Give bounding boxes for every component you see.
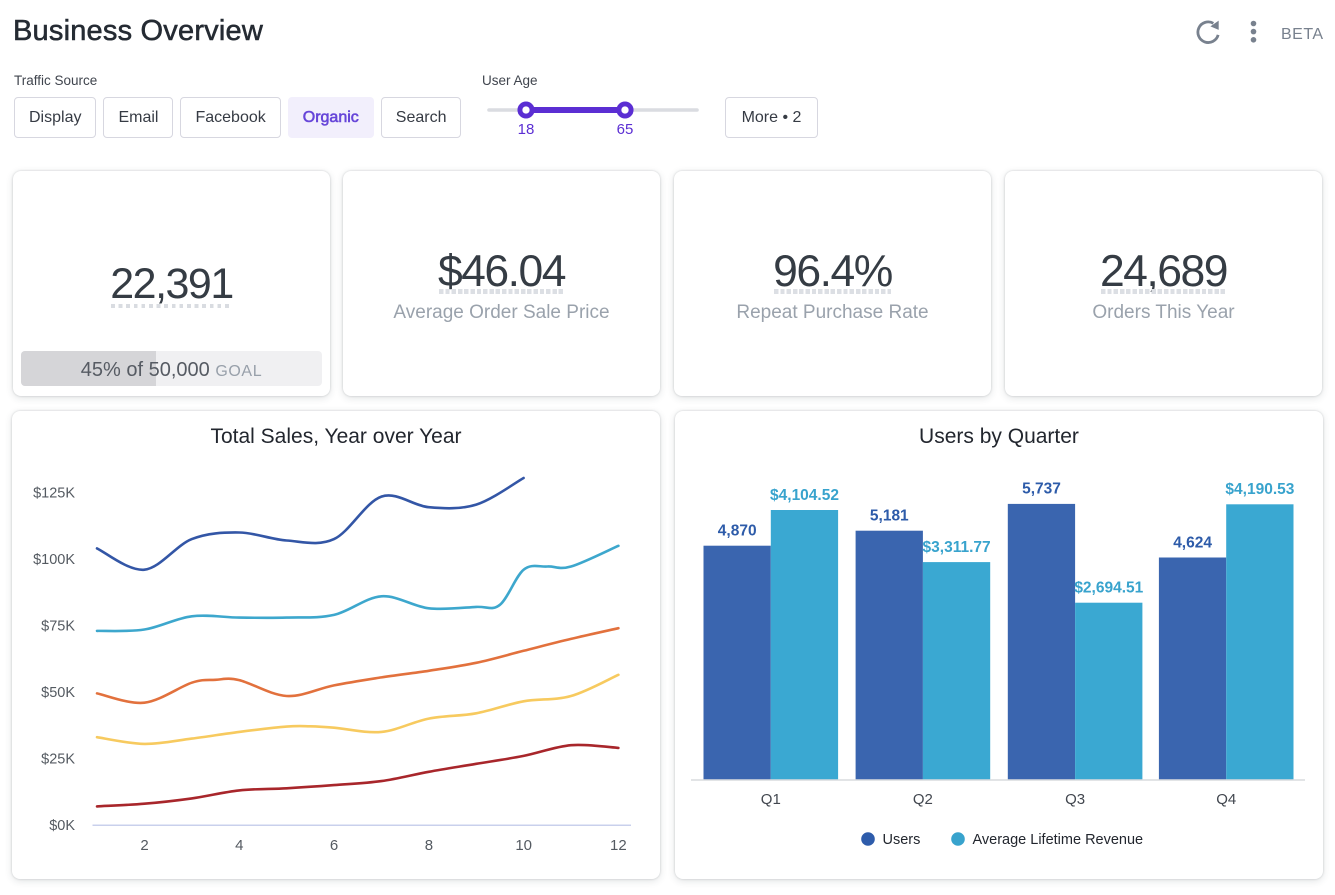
svg-text:Q4: Q4: [1216, 791, 1236, 808]
svg-text:4,624: 4,624: [1173, 534, 1212, 551]
svg-text:$25K: $25K: [41, 752, 75, 768]
svg-text:4: 4: [235, 837, 243, 854]
svg-text:$50K: $50K: [41, 685, 75, 701]
svg-text:2: 2: [140, 837, 148, 854]
svg-text:Average Lifetime Revenue: Average Lifetime Revenue: [973, 832, 1144, 848]
svg-text:6: 6: [330, 837, 338, 854]
svg-text:$2,694.51: $2,694.51: [1074, 580, 1143, 597]
svg-text:18: 18: [518, 121, 535, 138]
svg-text:$3,311.77: $3,311.77: [923, 539, 991, 556]
svg-text:$75K: $75K: [41, 619, 75, 635]
svg-text:$4,190.53: $4,190.53: [1225, 481, 1294, 498]
svg-text:$4,104.52: $4,104.52: [770, 487, 839, 504]
svg-text:12: 12: [610, 837, 627, 854]
svg-text:4,870: 4,870: [718, 523, 757, 540]
svg-text:$100K: $100K: [33, 552, 75, 568]
svg-text:BETA: BETA: [1281, 26, 1324, 43]
svg-text:Users: Users: [883, 832, 921, 848]
svg-text:65: 65: [617, 121, 634, 138]
svg-text:Q2: Q2: [913, 791, 933, 808]
svg-text:$125K: $125K: [33, 486, 75, 502]
svg-text:Q3: Q3: [1065, 791, 1085, 808]
svg-text:5,181: 5,181: [870, 508, 909, 525]
svg-text:Q1: Q1: [761, 791, 781, 808]
svg-text:8: 8: [425, 837, 433, 854]
svg-text:$0K: $0K: [49, 818, 75, 834]
svg-text:10: 10: [515, 837, 532, 854]
svg-text:5,737: 5,737: [1022, 481, 1061, 498]
